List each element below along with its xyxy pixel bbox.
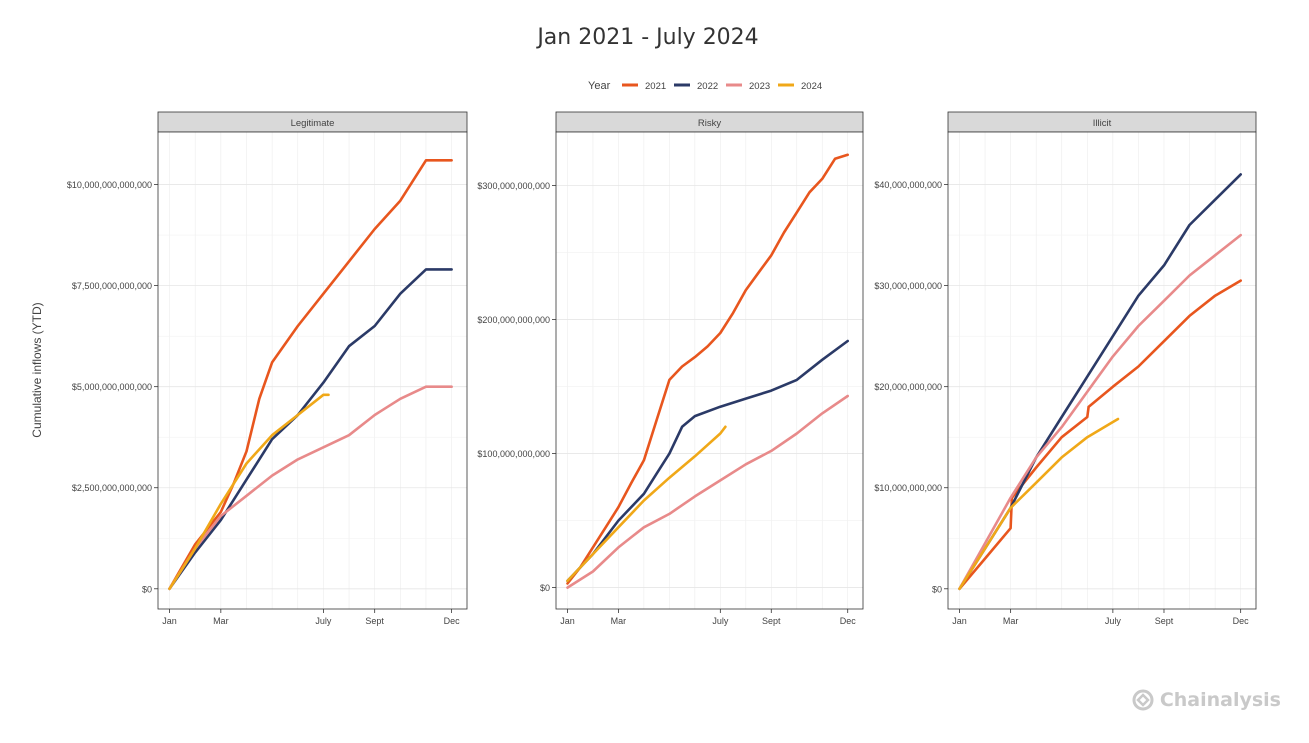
x-tick-label: Jan	[952, 616, 967, 626]
x-tick-label: July	[712, 616, 729, 626]
y-tick-label: $20,000,000,000	[874, 382, 942, 392]
x-tick-label: July	[315, 616, 332, 626]
y-tick-label: $40,000,000,000	[874, 180, 942, 190]
panel-illicit: Illicit $0 $10,000,000,000 $20,000,000,000 $…	[874, 111, 1257, 626]
legend: Year 2021 2022 2023 2024	[588, 80, 822, 92]
y-tick-label: $2,500,000,000,000	[72, 483, 152, 493]
y-tick-label: $5,000,000,000,000	[72, 382, 152, 392]
gridlines	[556, 132, 863, 609]
panel-risky: Risky $0 $100,000,000,000 $200,000,000,000 $…	[477, 111, 864, 626]
x-tick-label: Dec	[840, 616, 857, 626]
plot-area	[556, 132, 863, 609]
legend-label-2021: 2021	[645, 81, 666, 92]
panel-legitimate: Legitimate $0 $2,500,000,000,000 $5,000,000…	[67, 111, 468, 626]
x-tick-label: Mar	[213, 616, 229, 626]
x-tick-label: Sept	[762, 616, 781, 626]
series-line-2023	[958, 233, 1242, 591]
brand-watermark: Chainalysis	[1132, 689, 1281, 711]
legend-title: Year	[588, 80, 611, 92]
panel-border	[555, 131, 864, 610]
x-tick-label: Dec	[1233, 616, 1250, 626]
panel-strip-label: Risky	[698, 118, 721, 129]
x-tick-label: July	[1105, 616, 1122, 626]
series-line-2021	[566, 153, 850, 585]
y-tick-label: $0	[932, 584, 942, 594]
panel-strip-label: Illicit	[1093, 118, 1112, 129]
panel-border	[157, 131, 468, 610]
panel-strip-label: Legitimate	[291, 118, 335, 129]
series-line-2024	[958, 417, 1120, 591]
series-line-2021	[168, 159, 453, 591]
y-axis-label: Cumulative inflows (YTD)	[30, 302, 44, 437]
series-line-2023	[168, 385, 453, 591]
series-line-2024	[168, 393, 330, 591]
chart-title: Jan 2021 - July 2024	[535, 25, 758, 50]
y-tick-label: $10,000,000,000,000	[67, 180, 152, 190]
x-tick-label: Mar	[611, 616, 627, 626]
y-tick-label: $200,000,000,000	[477, 315, 550, 325]
gridlines	[158, 132, 467, 609]
legend-label-2024: 2024	[801, 81, 822, 92]
x-tick-label: Jan	[162, 616, 177, 626]
y-tick-label: $100,000,000,000	[477, 449, 550, 459]
x-tick-label: Sept	[365, 616, 384, 626]
x-tick-label: Sept	[1155, 616, 1174, 626]
chainalysis-logo-icon	[1132, 689, 1154, 711]
series-line-2023	[566, 394, 850, 589]
brand-name: Chainalysis	[1159, 689, 1281, 711]
series-line-2021	[958, 279, 1242, 591]
series-line-2024	[566, 425, 727, 583]
y-tick-label: $300,000,000,000	[477, 181, 550, 191]
y-tick-label: $10,000,000,000	[874, 483, 942, 493]
y-tick-label: $0	[142, 584, 152, 594]
gridlines	[948, 132, 1256, 609]
panel-border	[947, 131, 1257, 610]
legend-label-2022: 2022	[697, 81, 718, 92]
y-tick-label: $7,500,000,000,000	[72, 281, 152, 291]
panels: Legitimate $0 $2,500,000,000,000 $5,000,000…	[67, 111, 1257, 626]
y-tick-label: $30,000,000,000	[874, 281, 942, 291]
x-tick-label: Dec	[444, 616, 461, 626]
series-line-2022	[168, 268, 453, 591]
x-tick-label: Jan	[560, 616, 575, 626]
y-tick-label: $0	[540, 583, 550, 593]
series-line-2022	[566, 339, 850, 583]
x-tick-label: Mar	[1003, 616, 1019, 626]
legend-label-2023: 2023	[749, 81, 770, 92]
